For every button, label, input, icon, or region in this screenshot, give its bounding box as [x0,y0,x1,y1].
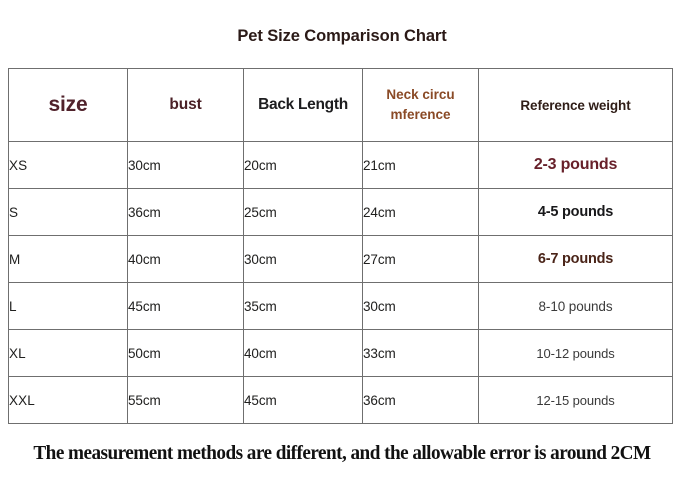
cell-neck: 30cm [362,282,479,330]
page-title: Pet Size Comparison Chart [237,27,447,45]
column-header-neck-line-1: Neck circu [386,87,455,103]
cell-weight: 6-7 pounds [478,235,673,283]
measurement-note: The measurement methods are different, a… [33,443,651,464]
cell-neck: 27cm [362,235,479,283]
cell-size: S [8,188,128,236]
cell-size: XS [8,141,128,189]
cell-neck: 36cm [362,376,479,424]
table-row: XXL 55cm 45cm 36cm 12-15 pounds [8,376,673,424]
cell-size: M [8,235,128,283]
column-header-size: size [8,68,128,142]
cell-size: XL [8,329,128,377]
cell-neck: 33cm [362,329,479,377]
cell-bust: 36cm [127,188,244,236]
table-row: S 36cm 25cm 24cm 4-5 pounds [8,188,673,236]
cell-size: XXL [8,376,128,424]
column-header-neck-circumference: Neck circu mference [362,68,479,142]
cell-back-length: 45cm [243,376,363,424]
cell-neck: 24cm [362,188,479,236]
cell-back-length: 35cm [243,282,363,330]
cell-weight: 4-5 pounds [478,188,673,236]
cell-bust: 55cm [127,376,244,424]
table-row: M 40cm 30cm 27cm 6-7 pounds [8,235,673,283]
cell-weight: 12-15 pounds [478,376,673,424]
cell-bust: 40cm [127,235,244,283]
cell-size: L [8,282,128,330]
cell-weight: 10-12 pounds [478,329,673,377]
cell-weight: 2-3 pounds [478,141,673,189]
cell-back-length: 30cm [243,235,363,283]
column-header-back-length: Back Length [243,68,363,142]
table-row: L 45cm 35cm 30cm 8-10 pounds [8,282,673,330]
pet-size-comparison-table: size bust Back Length Neck circu mferenc… [8,68,673,424]
table-header-row: size bust Back Length Neck circu mferenc… [8,68,673,142]
column-header-bust: bust [127,68,244,142]
table-row: XL 50cm 40cm 33cm 10-12 pounds [8,329,673,377]
cell-bust: 50cm [127,329,244,377]
cell-bust: 45cm [127,282,244,330]
column-header-reference-weight: Reference weight [478,68,673,142]
cell-weight: 8-10 pounds [478,282,673,330]
cell-back-length: 20cm [243,141,363,189]
cell-neck: 21cm [362,141,479,189]
cell-back-length: 40cm [243,329,363,377]
cell-back-length: 25cm [243,188,363,236]
cell-bust: 30cm [127,141,244,189]
column-header-neck-line-2: mference [390,107,451,122]
table-row: XS 30cm 20cm 21cm 2-3 pounds [8,141,673,189]
